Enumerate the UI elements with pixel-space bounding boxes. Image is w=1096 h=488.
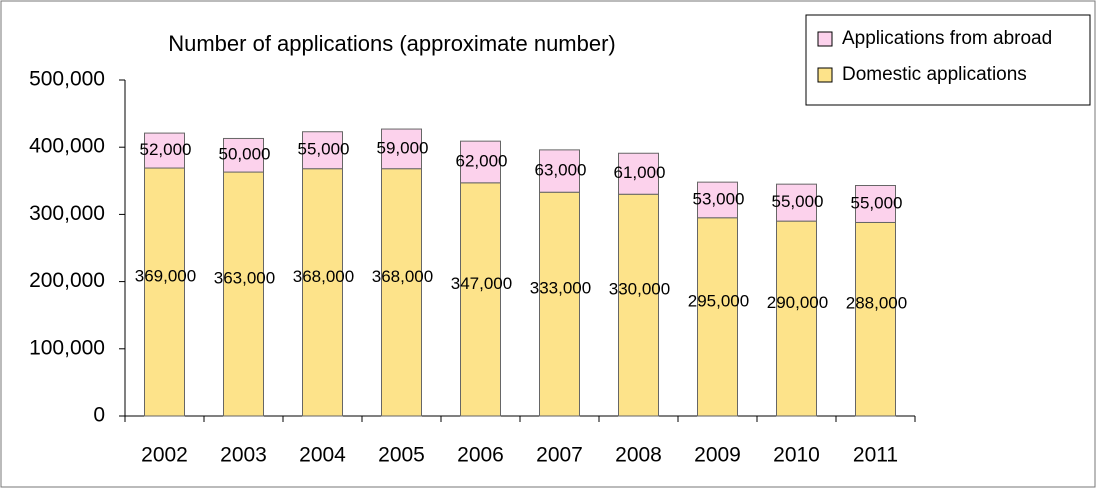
bar-segment bbox=[618, 193, 659, 417]
data-label: 363,000 bbox=[214, 269, 275, 288]
legend-label: Domestic applications bbox=[842, 64, 1027, 85]
data-label: 61,000 bbox=[614, 163, 666, 182]
y-tick-label: 0 bbox=[93, 404, 105, 427]
data-label: 333,000 bbox=[530, 279, 591, 298]
bar-segment bbox=[776, 183, 817, 222]
bar-segment bbox=[223, 171, 264, 417]
bar-segment bbox=[381, 128, 422, 170]
legend-label: Applications from abroad bbox=[842, 28, 1052, 49]
x-tick-label: 2004 bbox=[299, 444, 346, 467]
bar-segment bbox=[302, 168, 343, 417]
y-tick-label: 500,000 bbox=[29, 68, 105, 91]
x-tick-label: 2009 bbox=[694, 444, 741, 467]
data-label: 368,000 bbox=[293, 267, 354, 286]
data-label: 330,000 bbox=[609, 280, 670, 299]
bar-segment bbox=[460, 182, 501, 417]
y-tick-label: 200,000 bbox=[29, 269, 105, 292]
data-label: 295,000 bbox=[688, 291, 749, 310]
bar-segment bbox=[697, 217, 738, 417]
bar-segment bbox=[539, 149, 580, 193]
legend-swatch bbox=[817, 31, 833, 47]
data-label: 50,000 bbox=[219, 145, 271, 164]
y-tick-label: 300,000 bbox=[29, 202, 105, 225]
bar-segment bbox=[302, 131, 343, 170]
bar-segment bbox=[776, 220, 817, 417]
bar-segment bbox=[460, 140, 501, 184]
x-tick-label: 2006 bbox=[457, 444, 504, 467]
data-label: 53,000 bbox=[693, 189, 745, 208]
data-label: 55,000 bbox=[851, 193, 903, 212]
data-label: 347,000 bbox=[451, 274, 512, 293]
data-label: 369,000 bbox=[135, 267, 196, 286]
bar-segment bbox=[144, 167, 185, 417]
x-tick-label: 2007 bbox=[536, 444, 583, 467]
x-tick-label: 2008 bbox=[615, 444, 662, 467]
x-tick-label: 2002 bbox=[141, 444, 188, 467]
bar-segment bbox=[381, 168, 422, 417]
data-label: 52,000 bbox=[140, 140, 192, 159]
data-label: 63,000 bbox=[535, 161, 587, 180]
data-label: 55,000 bbox=[772, 192, 824, 211]
bar-segment bbox=[144, 132, 185, 169]
chart-title: Number of applications (approximate numb… bbox=[168, 31, 616, 56]
bar-segment bbox=[539, 191, 580, 417]
data-label: 368,000 bbox=[372, 267, 433, 286]
data-label: 288,000 bbox=[846, 294, 907, 313]
bar-segment bbox=[223, 137, 264, 173]
data-label: 59,000 bbox=[377, 138, 429, 157]
y-tick-label: 400,000 bbox=[29, 135, 105, 158]
y-tick-label: 100,000 bbox=[29, 336, 105, 359]
data-label: 55,000 bbox=[298, 140, 350, 159]
x-tick-label: 2010 bbox=[773, 444, 820, 467]
legend-swatch bbox=[817, 67, 833, 83]
x-tick-label: 2011 bbox=[853, 444, 898, 467]
data-label: 62,000 bbox=[456, 151, 508, 170]
legend-box bbox=[805, 14, 1091, 106]
bar-segment bbox=[618, 152, 659, 195]
bar-segment bbox=[855, 221, 896, 417]
x-tick-label: 2005 bbox=[378, 444, 425, 467]
bar-segment bbox=[855, 185, 896, 223]
x-tick-label: 2003 bbox=[220, 444, 267, 467]
bar-segment bbox=[697, 181, 738, 219]
data-label: 290,000 bbox=[767, 293, 828, 312]
